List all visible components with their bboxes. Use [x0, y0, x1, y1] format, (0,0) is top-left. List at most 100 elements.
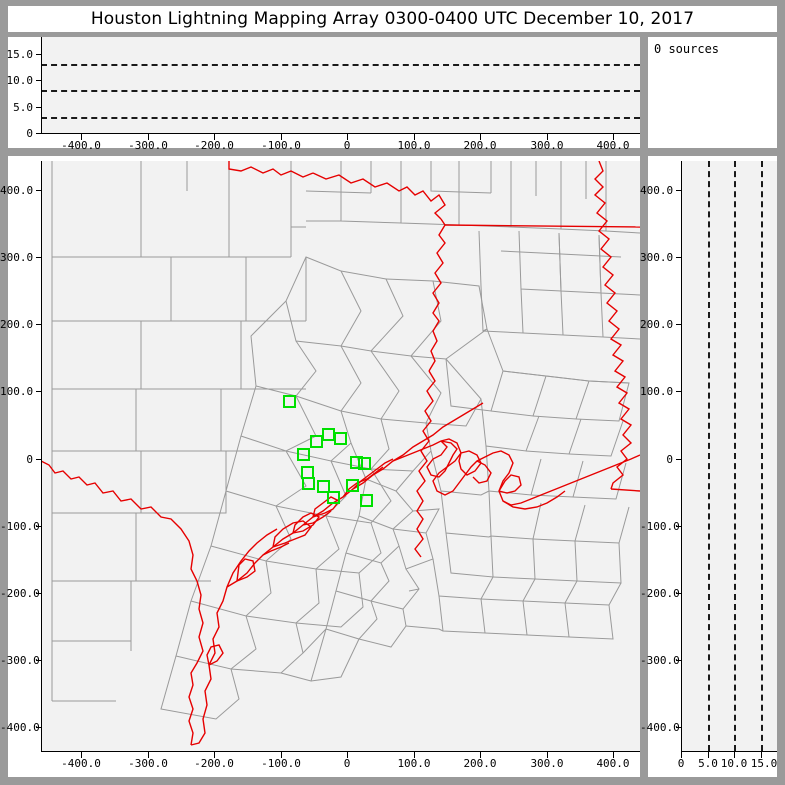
tick-y-5 [36, 107, 42, 108]
map-xtick-label-n100: -100.0 [261, 757, 301, 770]
title-bar: Houston Lightning Mapping Array 0300-040… [8, 6, 777, 32]
right-tick-x-10 [734, 752, 735, 758]
gridline-15 [41, 64, 640, 66]
right-tick-y-n300 [676, 660, 682, 661]
tick-x-n400 [81, 134, 82, 140]
xtick-label-200: 200.0 [463, 139, 497, 152]
map-tick-y-100 [36, 391, 42, 392]
station-marker[interactable] [297, 448, 310, 461]
xtick-label-n400: -400.0 [61, 139, 101, 152]
page-title: Houston Lightning Mapping Array 0300-040… [90, 9, 695, 29]
map-tick-y-n200 [36, 593, 42, 594]
map-xtick-label-200: 200.0 [463, 757, 497, 770]
right-xtick-label-5: 5.0 [698, 757, 718, 770]
map-tick-y-n400 [36, 727, 42, 728]
right-tick-x-5 [708, 752, 709, 758]
map-tick-y-n100 [36, 526, 42, 527]
right-ytick-label-400: 400.0 [640, 184, 674, 197]
map-ytick-label-100: 100.0 [0, 385, 34, 398]
station-marker[interactable] [302, 477, 315, 490]
right-tick-x-0 [681, 752, 682, 758]
right-ytick-label-200: 200.0 [640, 318, 674, 331]
station-marker[interactable] [283, 395, 296, 408]
ytick-label-10: 10.0 [6, 74, 34, 87]
mississippi-river-boundary [593, 161, 633, 490]
station-marker[interactable] [334, 432, 347, 445]
xtick-label-300: 300.0 [530, 139, 564, 152]
station-marker[interactable] [346, 479, 359, 492]
map-tick-x-200 [480, 752, 481, 758]
state-boundaries [228, 161, 640, 558]
map-ytick-label-n200: -200.0 [0, 587, 40, 600]
map-tick-y-200 [36, 324, 42, 325]
ytick-label-15: 15.0 [6, 48, 34, 61]
tick-y-10 [36, 80, 42, 81]
altitude-vs-east-plot-area[interactable] [41, 37, 640, 133]
right-ytick-label-100: 100.0 [640, 385, 674, 398]
map-ytick-label-n400: -400.0 [0, 721, 40, 734]
station-marker[interactable] [301, 466, 314, 479]
right-tick-x-15 [761, 752, 762, 758]
map-xtick-label-n300: -300.0 [128, 757, 168, 770]
station-marker[interactable] [310, 435, 323, 448]
lma-station-markers[interactable] [283, 395, 373, 507]
right-tick-y-n100 [676, 526, 682, 527]
tick-x-0 [347, 134, 348, 140]
map-xtick-label-400: 400.0 [596, 757, 630, 770]
right-tick-y-n200 [676, 593, 682, 594]
map-tick-x-n100 [281, 752, 282, 758]
tick-x-n300 [148, 134, 149, 140]
map-x-axis [41, 751, 640, 752]
map-ytick-label-n300: -300.0 [0, 654, 40, 667]
map-y-axis [41, 161, 42, 751]
tick-y-15 [36, 54, 42, 55]
xtick-label-n100: -100.0 [261, 139, 301, 152]
tick-y-0 [36, 133, 42, 134]
map-xtick-label-n400: -400.0 [61, 757, 101, 770]
right-ytick-label-0: 0 [666, 453, 673, 466]
map-graphic [41, 161, 640, 746]
right-ytick-label-n200: -200.0 [640, 587, 680, 600]
map-tick-x-n400 [81, 752, 82, 758]
station-marker[interactable] [350, 456, 363, 469]
map-xtick-label-300: 300.0 [530, 757, 564, 770]
map-tick-x-400 [613, 752, 614, 758]
station-marker[interactable] [322, 428, 335, 441]
top-panel-y-axis [41, 37, 42, 133]
station-marker[interactable] [317, 480, 330, 493]
map-tick-x-n300 [148, 752, 149, 758]
right-ytick-label-n100: -100.0 [640, 520, 680, 533]
station-marker[interactable] [327, 491, 340, 504]
right-xtick-label-0: 0 [677, 757, 685, 770]
map-ytick-label-0: 0 [26, 453, 33, 466]
map-plot-area[interactable] [41, 161, 640, 751]
map-ytick-label-300: 300.0 [0, 251, 34, 264]
altitude-vs-north-plot-area[interactable] [681, 161, 777, 751]
map-xtick-label-100: 100.0 [397, 757, 431, 770]
tick-x-300 [547, 134, 548, 140]
xtick-label-n200: -200.0 [194, 139, 234, 152]
xtick-label-100: 100.0 [397, 139, 431, 152]
gridline-15 [761, 161, 763, 751]
map-ytick-label-n100: -100.0 [0, 520, 40, 533]
map-xtick-label-0: 0 [343, 757, 351, 770]
xtick-label-400: 400.0 [596, 139, 630, 152]
right-ytick-label-n400: -400.0 [640, 721, 680, 734]
gulf-coastline [41, 402, 640, 746]
gridline-10 [41, 90, 640, 92]
station-marker[interactable] [360, 494, 373, 507]
tick-x-200 [480, 134, 481, 140]
source-count-panel[interactable]: 0 sources [648, 37, 777, 148]
tick-x-100 [414, 134, 415, 140]
map-tick-y-n300 [36, 660, 42, 661]
map-tick-x-100 [414, 752, 415, 758]
map-tick-x-0 [347, 752, 348, 758]
tick-x-n200 [214, 134, 215, 140]
gridline-10 [734, 161, 736, 751]
map-tick-y-300 [36, 257, 42, 258]
ytick-label-0: 0 [26, 127, 33, 140]
county-boundaries [51, 161, 640, 720]
station-marker[interactable] [358, 457, 371, 470]
map-tick-y-0 [36, 459, 42, 460]
